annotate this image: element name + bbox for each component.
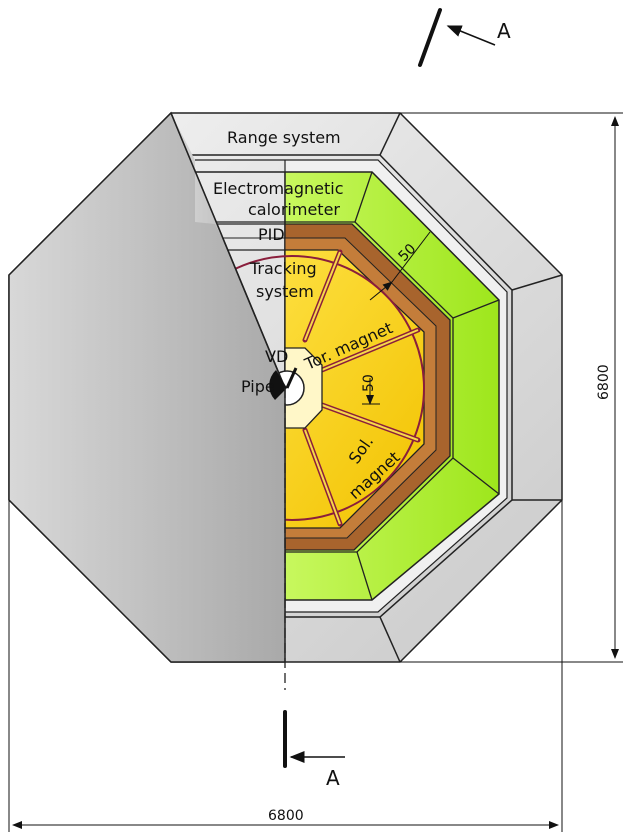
label-ecal-line2: calorimeter: [248, 200, 340, 219]
dim-gap-lower: 50: [361, 374, 377, 392]
label-tracking-line1: Tracking: [249, 259, 317, 278]
section-mark-top[interactable]: A: [418, 8, 511, 67]
range-inner-outline: [379, 154, 513, 618]
gap-dimension-lower: [362, 378, 380, 405]
label-tracking-line2: system: [256, 282, 314, 301]
dim-width-value: 6800: [268, 808, 304, 824]
dim-height-value: 6800: [596, 364, 612, 400]
label-vd: VD: [265, 347, 288, 366]
dimension-height: [400, 112, 623, 663]
tracking-octagon: [228, 249, 425, 529]
label-ecal-line1: Electromagnetic: [213, 179, 344, 198]
section-label-top: A: [497, 19, 511, 43]
label-pipe: Pipe: [241, 377, 275, 396]
dimension-width: [8, 500, 563, 832]
label-pid: PID: [258, 225, 285, 244]
pipe-marker: [269, 370, 287, 400]
section-mark-bottom[interactable]: A: [283, 710, 345, 790]
section-label-bottom: A: [326, 766, 340, 790]
gap-dimension-upper: [369, 231, 431, 301]
label-range-system: Range system: [227, 128, 341, 147]
